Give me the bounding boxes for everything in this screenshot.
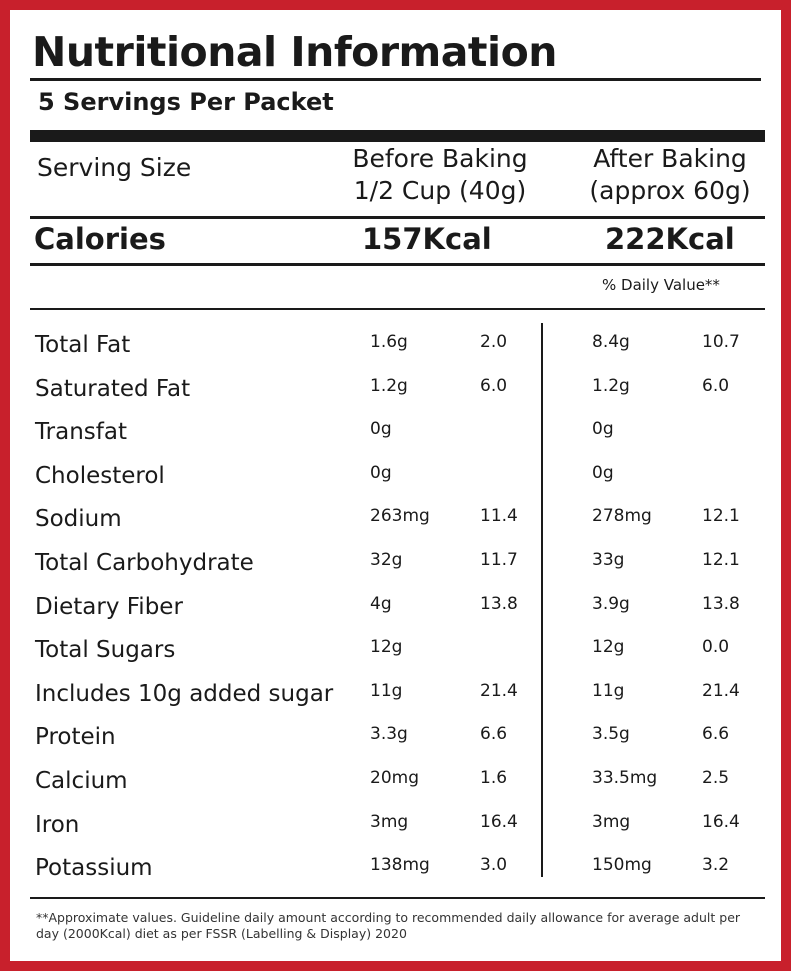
rule-under-serving-size — [30, 216, 765, 219]
after-amount: 1.2g — [592, 375, 630, 396]
footnote: **Approximate values. Guideline daily am… — [36, 910, 741, 941]
after-amount: 3.5g — [592, 724, 630, 745]
nutrient-table: Total Fat 1.6g 2.0 8.4g 10.7 Saturated F… — [10, 328, 781, 895]
after-daily-value: 6.6 — [702, 724, 730, 745]
after-baking-portion: (approx 60g) — [589, 176, 751, 205]
rule-above-footnote — [30, 897, 765, 899]
after-daily-value: 16.4 — [702, 811, 740, 832]
before-amount: 32g — [370, 549, 403, 570]
before-baking-portion: 1/2 Cup (40g) — [353, 176, 527, 205]
nutrient-name: Total Fat — [35, 332, 131, 358]
nutrient-name: Sodium — [35, 506, 122, 533]
after-amount: 8.4g — [592, 332, 630, 352]
after-amount: 0g — [592, 419, 614, 440]
before-amount: 11g — [370, 680, 403, 701]
after-amount: 33g — [592, 549, 625, 570]
nutrient-name: Transfat — [35, 419, 127, 446]
rule-under-title — [30, 78, 761, 81]
after-amount: 3.9g — [592, 593, 630, 614]
before-daily-value: 3.0 — [480, 855, 508, 876]
after-amount: 0g — [592, 462, 614, 483]
servings-per-packet: 5 Servings Per Packet — [38, 88, 334, 116]
after-daily-value: 21.4 — [702, 680, 740, 701]
calories-label: Calories — [34, 222, 166, 256]
nutrient-row-dietary-fiber: Dietary Fiber 4g 13.8 3.9g 13.8 — [10, 590, 781, 634]
thick-rule-under-servings — [30, 130, 765, 142]
after-amount: 3mg — [592, 811, 631, 832]
nutrient-name: Total Sugars — [35, 637, 176, 664]
before-baking-heading: Before Baking — [352, 144, 528, 173]
nutrient-row-transfat: Transfat 0g 0g — [10, 415, 781, 459]
nutrient-row-protein: Protein 3.3g 6.6 3.5g 6.6 — [10, 720, 781, 764]
nutrient-name: Potassium — [35, 855, 153, 882]
rule-above-nutrients — [30, 308, 765, 310]
column-divider — [541, 323, 543, 877]
nutrient-name: Calcium — [35, 767, 128, 794]
nutrient-name: Cholesterol — [35, 462, 165, 489]
after-amount: 278mg — [592, 506, 652, 527]
before-daily-value: 11.7 — [480, 549, 518, 570]
before-amount: 138mg — [370, 855, 430, 876]
nutrient-row-total-fat: Total Fat 1.6g 2.0 8.4g 10.7 — [10, 328, 781, 372]
before-daily-value: 16.4 — [480, 811, 518, 832]
nutrient-row-calcium: Calcium 20mg 1.6 33.5mg 2.5 — [10, 764, 781, 808]
before-amount: 0g — [370, 419, 392, 440]
after-daily-value: 12.1 — [702, 506, 740, 527]
after-amount: 150mg — [592, 855, 652, 876]
nutrient-name: Protein — [35, 724, 116, 751]
before-daily-value: 6.6 — [480, 724, 508, 745]
before-amount: 3.3g — [370, 724, 408, 745]
before-daily-value: 1.6 — [480, 767, 508, 788]
rule-under-calories — [30, 263, 765, 266]
after-daily-value: 12.1 — [702, 549, 740, 570]
before-amount: 4g — [370, 593, 392, 614]
after-daily-value: 10.7 — [702, 332, 740, 352]
before-amount: 1.2g — [370, 375, 408, 396]
nutrient-name: Saturated Fat — [35, 375, 191, 402]
nutrient-name: Iron — [35, 811, 80, 838]
after-daily-value: 3.2 — [702, 855, 730, 876]
label-title: Nutritional Information — [32, 28, 557, 76]
nutrient-row-iron: Iron 3mg 16.4 3mg 16.4 — [10, 808, 781, 852]
before-amount: 1.6g — [370, 332, 408, 352]
after-daily-value: 6.0 — [702, 375, 730, 396]
nutrient-row-saturated-fat: Saturated Fat 1.2g 6.0 1.2g 6.0 — [10, 372, 781, 416]
calories-after: 222Kcal — [605, 222, 735, 256]
serving-size-before: Before Baking 1/2 Cup (40g) — [340, 143, 540, 207]
after-daily-value: 0.0 — [702, 637, 730, 658]
serving-size-after: After Baking (approx 60g) — [580, 143, 760, 207]
after-daily-value: 2.5 — [702, 767, 730, 788]
nutrient-name: Total Carbohydrate — [35, 549, 254, 576]
nutrient-row-sodium: Sodium 263mg 11.4 278mg 12.1 — [10, 502, 781, 546]
before-daily-value: 6.0 — [480, 375, 508, 396]
before-amount: 20mg — [370, 767, 419, 788]
after-baking-heading: After Baking — [593, 144, 747, 173]
nutrient-row-cholesterol: Cholesterol 0g 0g — [10, 459, 781, 503]
before-daily-value: 13.8 — [480, 593, 518, 614]
before-amount: 263mg — [370, 506, 430, 527]
before-amount: 12g — [370, 637, 403, 658]
nutrient-row-added-sugar: Includes 10g added sugar 11g 21.4 11g 21… — [10, 677, 781, 721]
after-amount: 33.5mg — [592, 767, 658, 788]
after-amount: 11g — [592, 680, 625, 701]
serving-size-label: Serving Size — [37, 153, 192, 182]
nutrient-row-total-sugars: Total Sugars 12g 12g 0.0 — [10, 633, 781, 677]
nutrient-row-total-carbohydrate: Total Carbohydrate 32g 11.7 33g 12.1 — [10, 546, 781, 590]
nutrient-row-potassium: Potassium 138mg 3.0 150mg 3.2 — [10, 851, 781, 895]
after-daily-value: 13.8 — [702, 593, 740, 614]
before-daily-value: 11.4 — [480, 506, 518, 527]
after-amount: 12g — [592, 637, 625, 658]
before-daily-value: 21.4 — [480, 680, 518, 701]
nutrition-label: Nutritional Information 5 Servings Per P… — [10, 10, 781, 961]
before-amount: 0g — [370, 462, 392, 483]
nutrient-name: Dietary Fiber — [35, 593, 183, 620]
calories-before: 157Kcal — [362, 222, 492, 256]
before-amount: 3mg — [370, 811, 409, 832]
before-daily-value: 2.0 — [480, 332, 508, 352]
nutrient-name: Includes 10g added sugar — [35, 680, 334, 707]
daily-value-header: % Daily Value** — [602, 276, 720, 294]
